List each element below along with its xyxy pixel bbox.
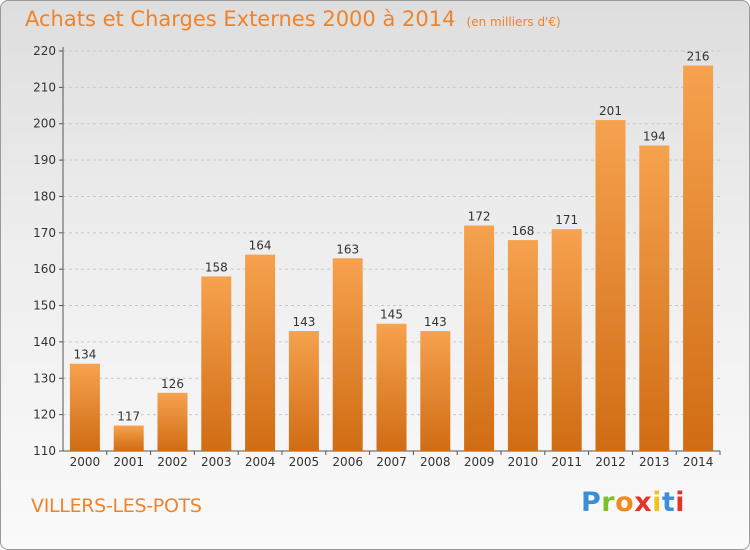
- x-tick-label: 2011: [551, 455, 582, 469]
- chart-unit-note: (en milliers d'€): [466, 15, 561, 29]
- x-tick-label: 2002: [157, 455, 188, 469]
- x-tick-label: 2003: [201, 455, 232, 469]
- y-tick-label: 150: [33, 299, 56, 313]
- data-labels: 134 117 126 158 164 143 163 145 143 172 168 171 201 1…: [73, 50, 709, 424]
- bar: [332, 258, 363, 451]
- x-tick-label: 2004: [245, 455, 276, 469]
- logo-letter: x: [634, 487, 653, 518]
- bar: [507, 240, 538, 451]
- bars: [69, 65, 714, 451]
- x-tick-label: 2000: [70, 455, 101, 469]
- logo-letter: t: [661, 487, 676, 518]
- y-tick-label: 220: [33, 44, 56, 58]
- y-tick-label: 210: [33, 80, 56, 94]
- data-label: 158: [205, 260, 228, 274]
- x-tick-label: 2010: [508, 455, 539, 469]
- x-tick-label: 2014: [683, 455, 714, 469]
- x-tick-label: 2006: [332, 455, 363, 469]
- data-label: 164: [249, 239, 272, 253]
- logo-letter: P: [581, 487, 602, 518]
- data-label: 134: [73, 348, 96, 362]
- bar: [113, 425, 144, 451]
- bar: [245, 254, 276, 451]
- data-label: 163: [336, 242, 359, 256]
- data-label: 168: [511, 224, 534, 238]
- y-tick-label: 180: [33, 189, 56, 203]
- y-tick-label: 110: [33, 444, 56, 458]
- proxiti-logo[interactable]: Proxiti: [581, 487, 685, 518]
- bar: [420, 331, 451, 451]
- x-tick-label: 2013: [639, 455, 670, 469]
- bar: [157, 392, 188, 451]
- data-label: 171: [555, 213, 578, 227]
- logo-letter: o: [615, 487, 635, 518]
- chart-title-block: Achats et Charges Externes 2000 à 2014 (…: [25, 7, 561, 31]
- chart-title: Achats et Charges Externes 2000 à 2014: [25, 7, 456, 31]
- bar: [595, 120, 626, 451]
- data-label: 117: [117, 410, 140, 424]
- logo-letter: i: [652, 487, 662, 518]
- y-tick-label: 190: [33, 153, 56, 167]
- y-tick-label: 140: [33, 335, 56, 349]
- y-tick-label: 170: [33, 226, 56, 240]
- data-label: 194: [643, 130, 666, 144]
- logo-letter: r: [601, 487, 616, 518]
- bar: [201, 276, 232, 451]
- data-label: 143: [424, 315, 447, 329]
- y-tick-label: 160: [33, 262, 56, 276]
- bar: [69, 363, 100, 451]
- data-label: 143: [292, 315, 315, 329]
- logo-letter: i: [675, 487, 686, 518]
- data-label: 172: [468, 210, 491, 224]
- axes: 110 120 130 140 150 160 170 180 190 200 210 220 2000…: [33, 44, 721, 469]
- commune-name: VILLERS-LES-POTS: [31, 495, 202, 517]
- bar: [551, 229, 582, 451]
- x-tick-label: 2008: [420, 455, 451, 469]
- y-tick-label: 120: [33, 408, 56, 422]
- data-label: 216: [687, 50, 710, 64]
- bar: [639, 145, 670, 451]
- y-tick-label: 130: [33, 371, 56, 385]
- data-label: 201: [599, 104, 622, 118]
- data-label: 145: [380, 308, 403, 322]
- x-tick-label: 2005: [289, 455, 320, 469]
- bar: [464, 225, 495, 451]
- bar: [683, 65, 714, 451]
- x-tick-label: 2007: [376, 455, 407, 469]
- bar: [376, 323, 407, 451]
- x-tick-label: 2012: [595, 455, 626, 469]
- x-tick-label: 2009: [464, 455, 495, 469]
- y-tick-label: 200: [33, 117, 56, 131]
- data-label: 126: [161, 377, 184, 391]
- bar: [288, 331, 319, 451]
- x-tick-label: 2001: [113, 455, 144, 469]
